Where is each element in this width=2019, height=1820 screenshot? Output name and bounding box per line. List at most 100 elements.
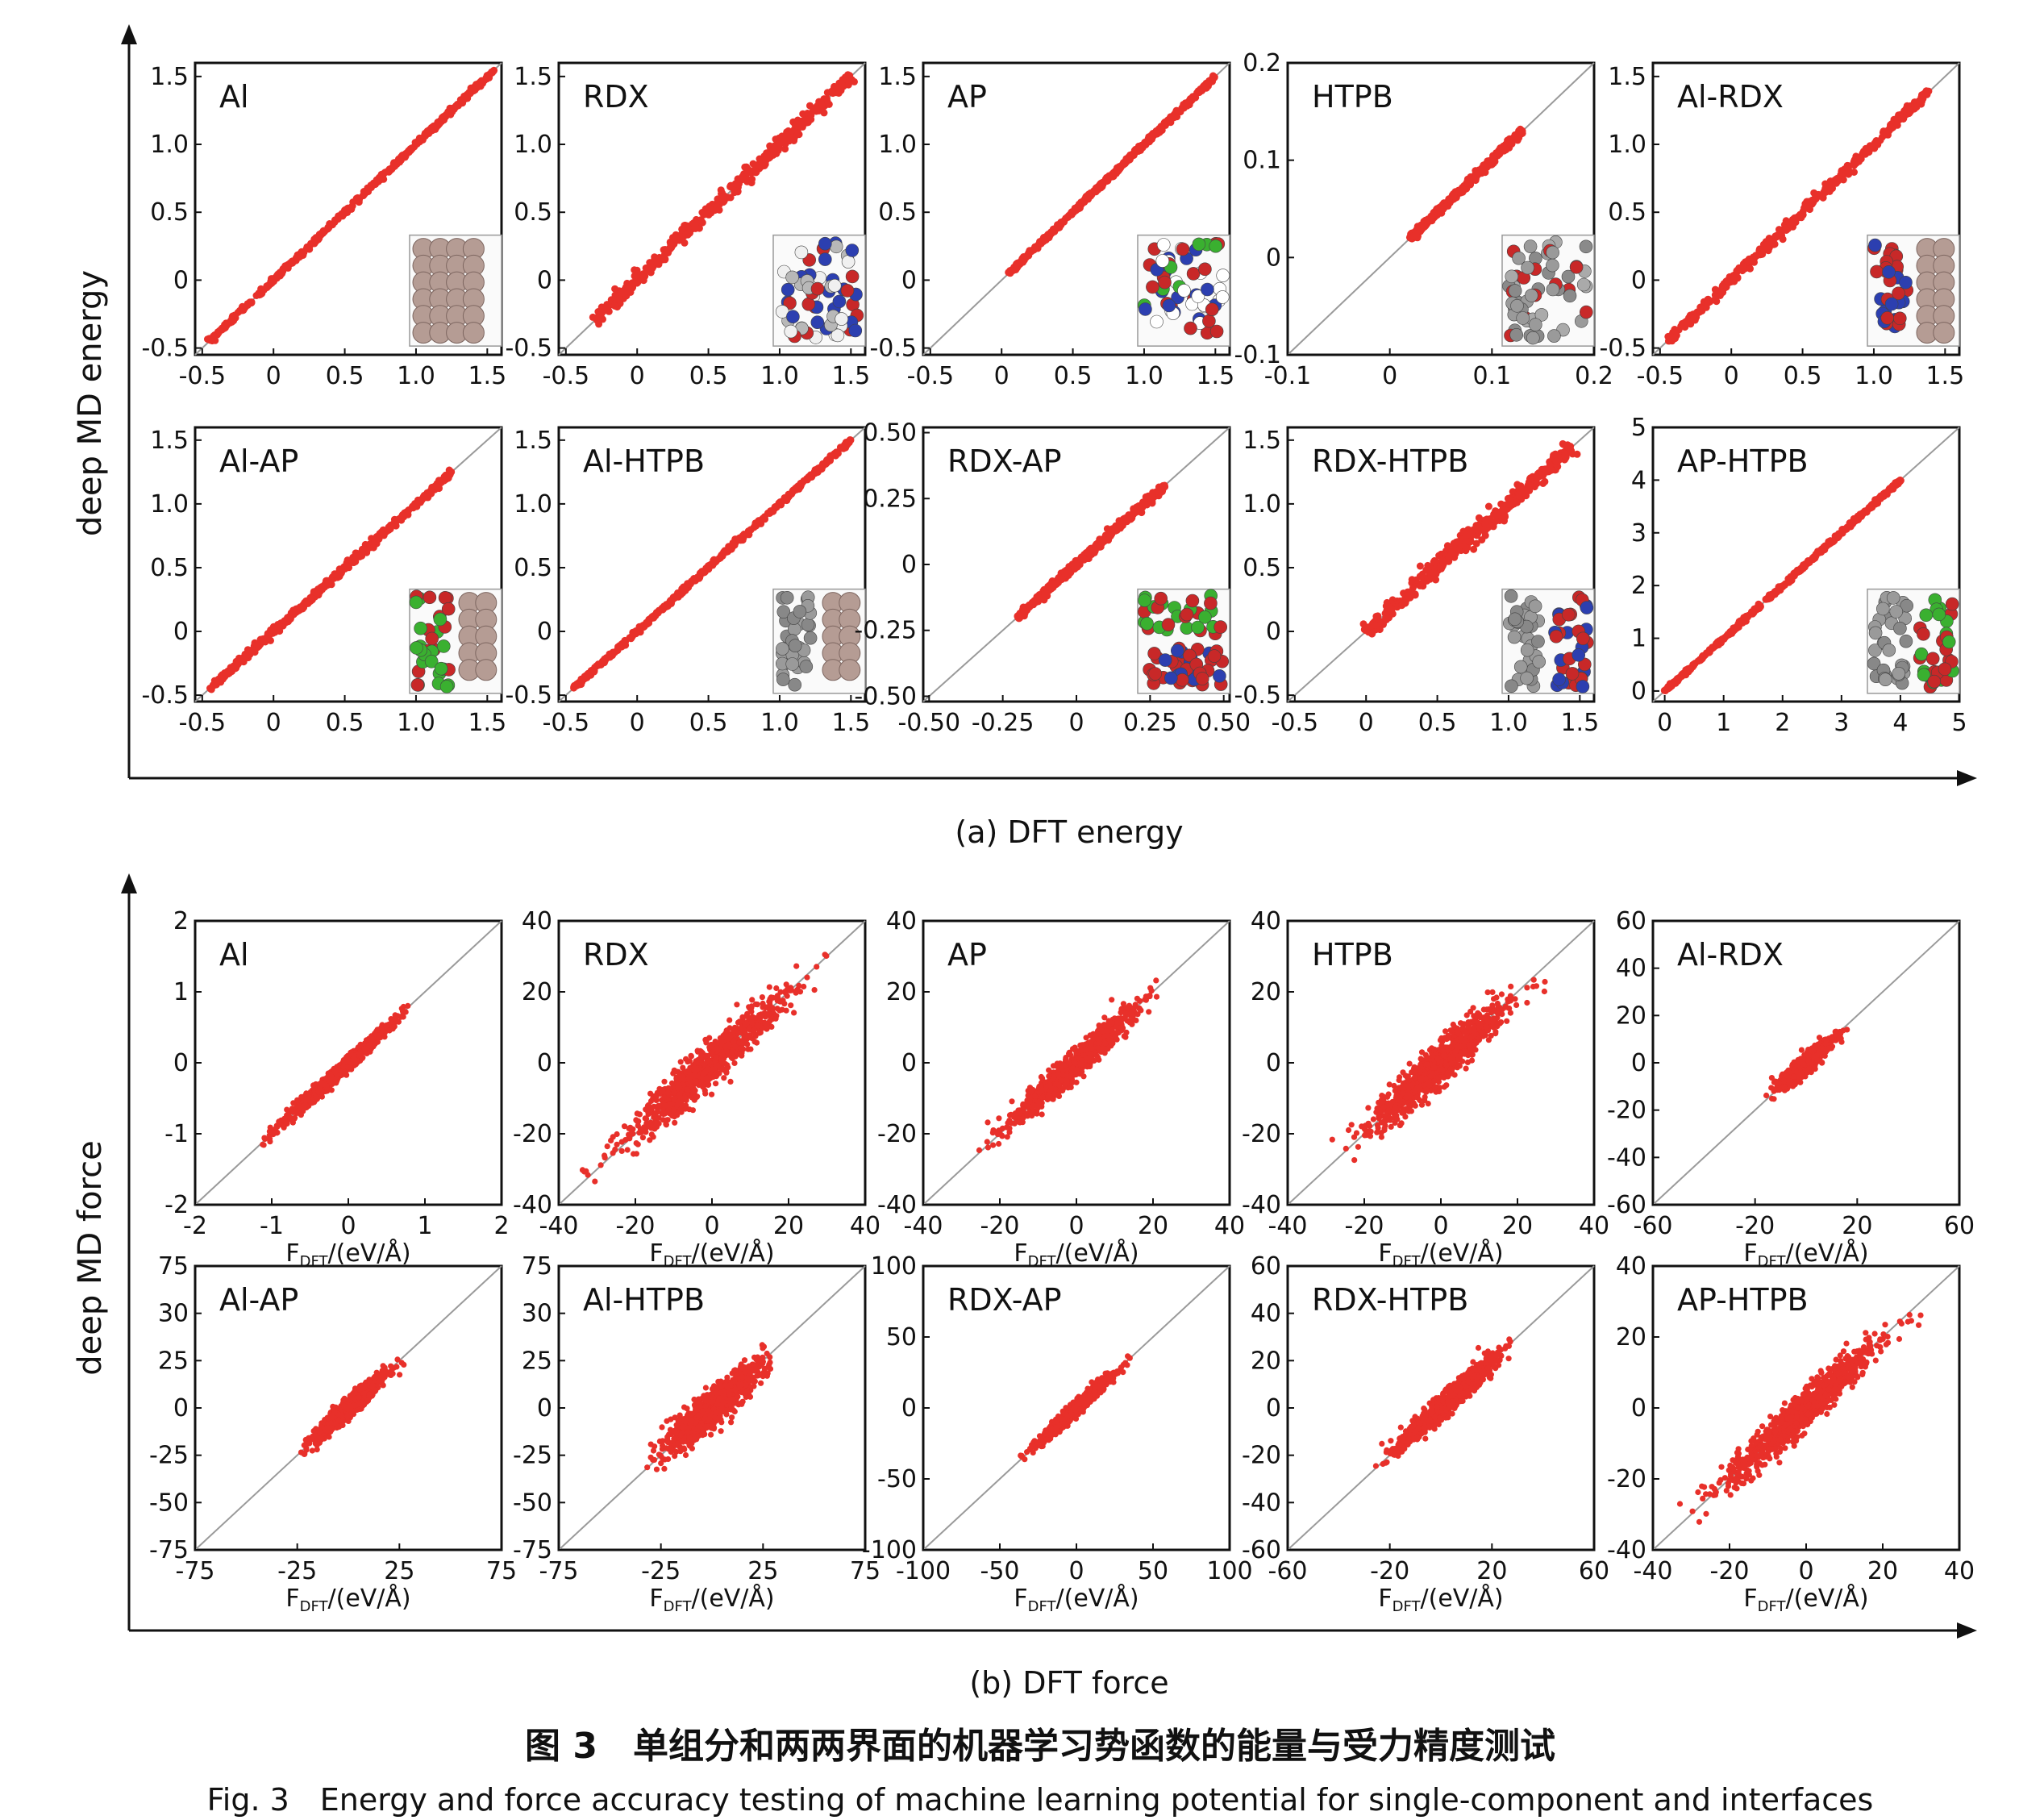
data-point <box>276 627 284 635</box>
data-point <box>1130 149 1139 157</box>
y-tick-label: -0.5 <box>869 335 917 363</box>
data-point <box>477 82 485 90</box>
subplot-a-rdx-htpb: RDX-HTPB-0.5 0 0.5 1.0 1.5-0.500.51.01.5 <box>1234 426 1599 737</box>
x-tick-label: 0 <box>1657 709 1672 737</box>
y-tick-label: 1.0 <box>514 490 552 519</box>
data-point <box>371 181 378 189</box>
data-point <box>1445 553 1453 561</box>
data-point <box>228 668 235 676</box>
data-point <box>1143 501 1151 509</box>
data-point <box>632 278 640 286</box>
subplot-a-al: Al-0.5 0 0.5 1.0 1.5-0.500.51.01.5 <box>141 61 506 390</box>
data-point <box>1799 563 1807 571</box>
data-point <box>691 220 699 228</box>
y-tick-label: 1.5 <box>514 63 552 91</box>
x-tick-label: 1.5 <box>468 362 506 390</box>
x-tick-label: 0.2 <box>1575 362 1613 390</box>
data-point <box>1809 555 1817 563</box>
data-point <box>1785 219 1793 226</box>
x-tick-label: -0.25 <box>972 709 1034 737</box>
data-point <box>664 248 672 255</box>
data-point <box>1460 542 1468 550</box>
data-point <box>1687 665 1695 673</box>
y-tick-label: 0 <box>1266 618 1281 646</box>
data-point <box>1190 94 1198 102</box>
data-point <box>681 239 689 247</box>
data-point <box>763 149 771 157</box>
data-point <box>299 252 307 259</box>
subplot-title: Al-RDX <box>1677 79 1784 115</box>
data-point <box>1759 250 1767 258</box>
data-point <box>1858 510 1866 519</box>
data-point <box>1567 443 1575 450</box>
data-point <box>1696 306 1705 314</box>
data-point <box>1084 190 1093 198</box>
data-point <box>1084 548 1091 556</box>
data-point <box>217 326 225 333</box>
data-point <box>1880 492 1888 499</box>
data-point <box>751 161 759 169</box>
data-point <box>660 255 668 262</box>
data-point <box>1372 612 1380 620</box>
data-point <box>810 106 817 115</box>
data-point <box>1136 144 1144 152</box>
y-tick-label: 1.5 <box>514 427 552 455</box>
data-point <box>616 643 624 651</box>
y-tick-label: 0.2 <box>1243 49 1281 77</box>
data-point <box>306 593 314 602</box>
data-point <box>343 562 351 570</box>
y-tick-label: 1.5 <box>1243 427 1281 455</box>
subplot-a-rdx: RDX-0.5 0 0.5 1.0 1.5-0.500.51.01.5 <box>505 61 870 390</box>
data-point <box>700 210 708 219</box>
y-tick-label: 0.5 <box>878 198 917 227</box>
data-point <box>1205 79 1213 87</box>
y-tick-label: 0 <box>1631 266 1646 294</box>
data-point <box>1755 603 1763 610</box>
data-point <box>1533 479 1541 487</box>
data-point <box>805 473 813 481</box>
x-tick-label: 1.0 <box>397 362 435 390</box>
data-point <box>1020 607 1028 614</box>
x-tick-label: 1.0 <box>1855 362 1893 390</box>
data-point <box>615 295 623 303</box>
y-tick-label: 4 <box>1631 466 1646 494</box>
data-point <box>631 266 639 274</box>
data-point <box>1013 260 1020 268</box>
y-tick-label: 5 <box>1631 414 1646 442</box>
data-point <box>468 88 476 95</box>
data-point <box>680 583 688 591</box>
top-x-axis-caption: (a) DFT energy <box>955 814 1183 850</box>
data-point <box>267 278 275 286</box>
data-point <box>1896 476 1905 484</box>
data-point <box>1034 592 1042 600</box>
data-point <box>1869 142 1877 150</box>
y-tick-label: 1.0 <box>1608 131 1646 159</box>
data-point <box>1711 295 1719 303</box>
y-tick-label: 1.0 <box>878 131 917 159</box>
data-point <box>835 90 843 97</box>
subplot-title: HTPB <box>1312 79 1393 115</box>
y-tick-label: -0.1 <box>1234 341 1281 369</box>
data-point <box>1521 487 1529 495</box>
subplot-title: Al-AP <box>219 444 298 479</box>
data-point <box>1383 608 1391 616</box>
data-point <box>1850 158 1858 166</box>
data-point <box>696 571 704 579</box>
data-point <box>1766 236 1774 244</box>
y-tick-label: 0.5 <box>1243 554 1281 582</box>
data-point <box>1184 99 1192 107</box>
data-point <box>769 507 777 515</box>
data-point <box>1475 514 1483 522</box>
data-point <box>1406 234 1414 242</box>
data-point <box>1098 539 1106 547</box>
data-point <box>360 188 368 195</box>
subplot-a-al-ap: Al-AP-0.5 0 0.5 1.0 1.5-0.500.51.01.5 <box>141 426 506 737</box>
data-point <box>712 558 720 566</box>
data-point <box>1862 144 1870 152</box>
data-point <box>1724 277 1732 285</box>
data-point <box>611 302 619 310</box>
data-point <box>1126 156 1134 164</box>
x-tick-label: 0.1 <box>1472 362 1511 390</box>
data-point <box>1105 173 1114 181</box>
